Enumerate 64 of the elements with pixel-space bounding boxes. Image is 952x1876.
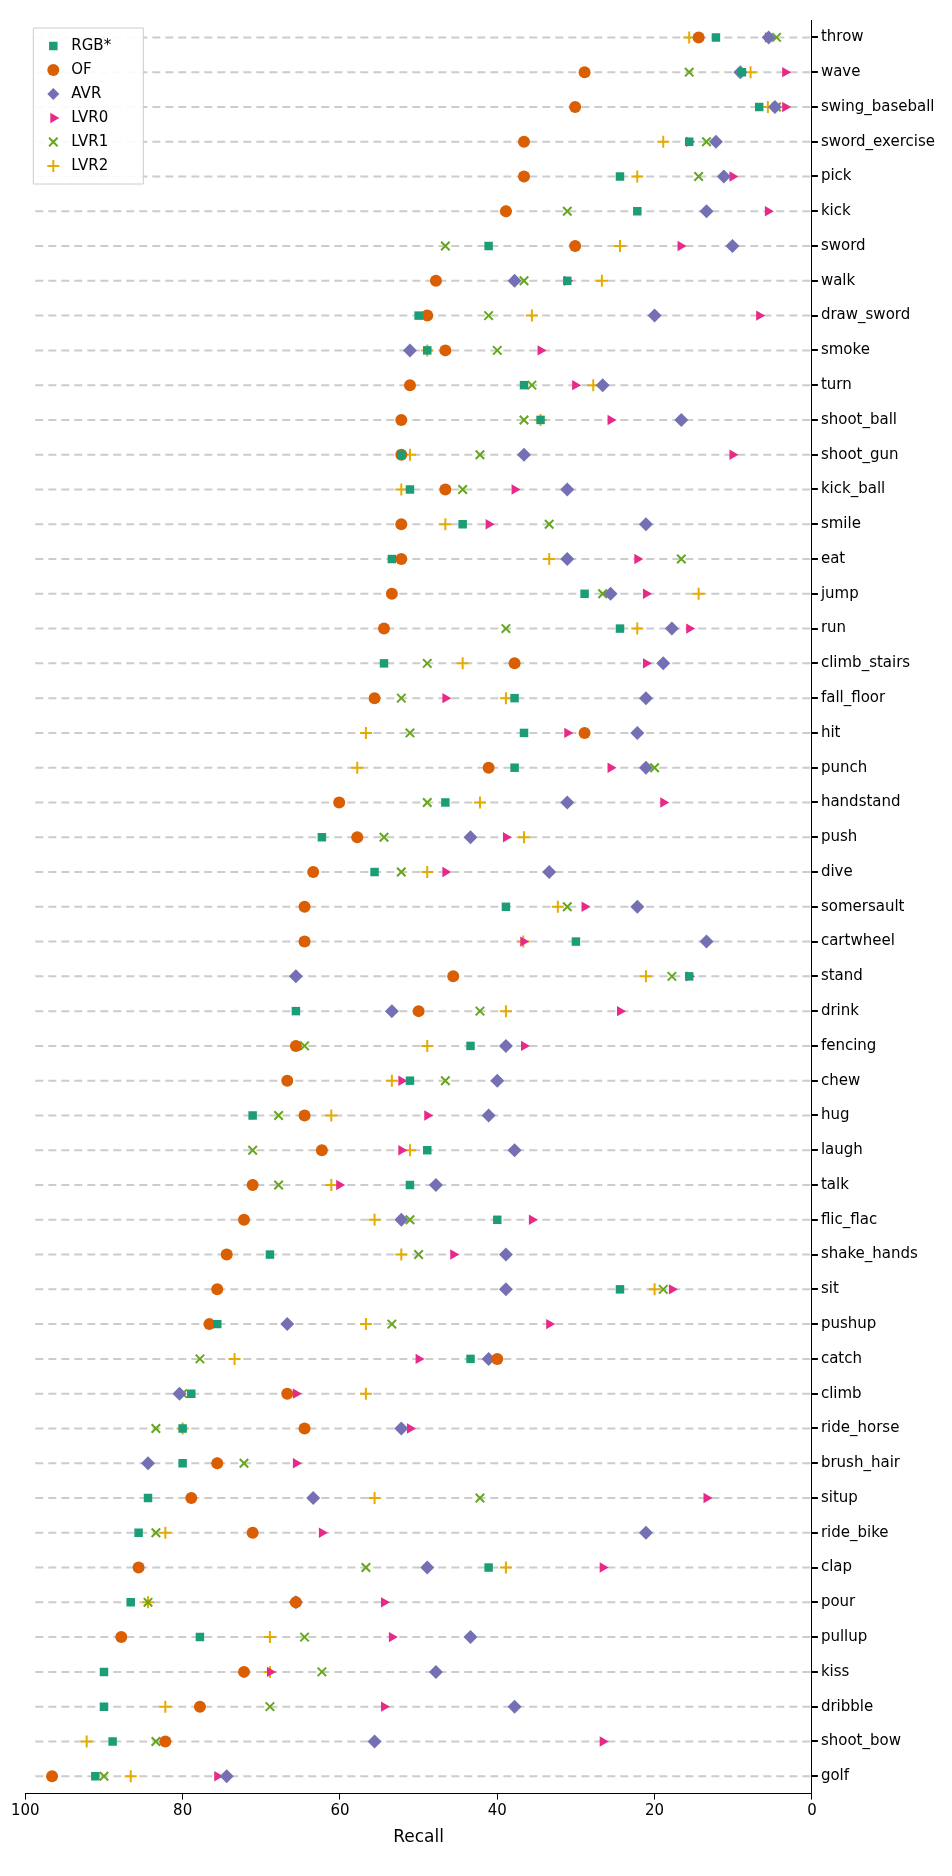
- legend-label: RGB*: [71, 35, 112, 54]
- y-tick-label: climb: [820, 1383, 862, 1402]
- y-tick-label: swing_baseball: [820, 96, 935, 116]
- y-tick-label: climb_stairs: [820, 653, 911, 673]
- y-tick-label: shoot_bow: [820, 1731, 901, 1751]
- y-tick-label: draw_sword: [820, 305, 911, 325]
- y-tick-label: ride_bike: [820, 1522, 889, 1542]
- y-tick-label: dive: [820, 861, 853, 880]
- y-tick-label: eat: [820, 548, 846, 567]
- y-tick-label: cartwheel: [820, 931, 895, 950]
- legend-label: LVR2: [71, 155, 109, 174]
- legend-label: AVR: [71, 83, 102, 102]
- x-tick-label: 20: [645, 1801, 665, 1820]
- y-tick-label: drink: [820, 1001, 860, 1020]
- y-tick-label: talk: [820, 1174, 850, 1193]
- y-tick-label: laugh: [820, 1140, 863, 1159]
- y-tick-label: sit: [820, 1279, 839, 1298]
- legend-label: OF: [71, 59, 92, 78]
- x-tick-label: 60: [330, 1801, 350, 1820]
- y-tick-label: throw: [820, 27, 864, 46]
- legend-label: LVR0: [71, 107, 109, 126]
- legend-label: LVR1: [71, 131, 109, 150]
- y-tick-label: hug: [820, 1105, 850, 1124]
- y-tick-label: smile: [820, 514, 861, 533]
- x-tick-label: 0: [807, 1801, 817, 1820]
- y-tick-label: wave: [820, 62, 861, 81]
- y-tick-label: jump: [819, 583, 859, 602]
- y-tick-label: pour: [820, 1592, 857, 1611]
- y-tick-label: fall_floor: [820, 688, 887, 708]
- y-tick-label: catch: [820, 1348, 862, 1367]
- y-tick-label: clap: [820, 1557, 853, 1576]
- x-tick-label: 80: [173, 1801, 193, 1820]
- x-axis-title: Recall: [393, 1826, 444, 1847]
- y-tick-label: push: [820, 827, 858, 846]
- y-tick-label: run: [820, 618, 847, 637]
- y-tick-label: ride_horse: [820, 1418, 900, 1438]
- y-tick-label: dribble: [820, 1696, 874, 1715]
- x-tick-label: 100: [10, 1801, 40, 1820]
- y-tick-label: punch: [820, 757, 868, 776]
- y-tick-label: situp: [820, 1487, 858, 1506]
- y-tick-label: sword: [820, 235, 866, 254]
- y-tick-label: stand: [820, 966, 863, 985]
- y-tick-label: kick: [820, 201, 852, 220]
- y-tick-label: shake_hands: [820, 1244, 919, 1264]
- y-tick-label: somersault: [820, 896, 905, 915]
- y-tick-label: sword_exercise: [820, 131, 935, 151]
- y-tick-label: pullup: [820, 1627, 868, 1645]
- y-tick-label: smoke: [820, 340, 870, 359]
- y-tick-label: turn: [820, 375, 852, 394]
- y-tick-label: kick_ball: [820, 479, 886, 499]
- y-tick-label: walk: [820, 270, 856, 289]
- y-tick-label: pick: [820, 166, 852, 185]
- y-tick-label: flic_flac: [820, 1209, 878, 1229]
- y-tick-label: brush_hair: [820, 1453, 901, 1473]
- y-tick-label: shoot_ball: [820, 409, 898, 429]
- y-tick-label: shoot_gun: [820, 444, 899, 464]
- y-tick-label: chew: [820, 1070, 861, 1089]
- y-tick-label: golf: [820, 1766, 850, 1785]
- y-tick-label: handstand: [820, 792, 901, 811]
- y-tick-label: fencing: [820, 1035, 877, 1054]
- x-tick-label: 40: [487, 1801, 507, 1820]
- y-tick-label: kiss: [820, 1661, 850, 1680]
- y-tick-label: pushup: [820, 1314, 877, 1333]
- y-tick-label: hit: [820, 722, 841, 741]
